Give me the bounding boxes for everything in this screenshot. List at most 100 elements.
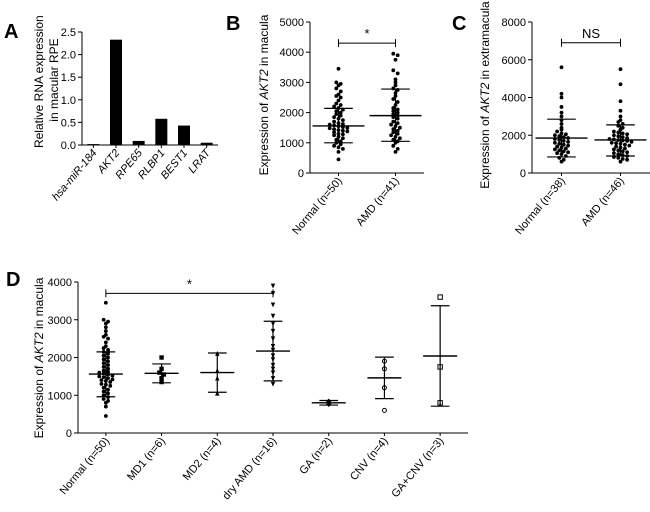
panel-c-point	[614, 144, 618, 149]
panel-c-point	[555, 129, 559, 134]
panel-a-ytick-label: 0.5	[61, 117, 76, 129]
panel-c-point	[559, 159, 564, 164]
panel-b-point	[341, 136, 345, 141]
panel-d-ylabel-gene: AKT2	[32, 332, 46, 363]
panel-c-point	[553, 133, 557, 138]
panel-d-ytick-label: 3000	[48, 315, 72, 327]
panel-c-point	[566, 139, 570, 144]
panel-c-point	[616, 130, 621, 135]
panel-d-ytick-label: 1000	[48, 390, 72, 402]
panel-b-point	[336, 83, 341, 88]
panel-c-xtick-label: AMD (n=46)	[579, 175, 627, 228]
panel-d-point	[101, 365, 106, 369]
panel-c-point	[557, 138, 562, 142]
panel-a-xtick-label: hsa-miR-184	[50, 147, 100, 203]
panel-b-point	[338, 95, 343, 100]
panel-d-point	[101, 385, 106, 390]
panel-d-point	[97, 374, 102, 379]
panel-c-ytick-label: 8000	[502, 17, 526, 29]
panel-b-point	[334, 109, 339, 113]
panel-b-point	[395, 110, 400, 115]
panel-d-point	[215, 390, 220, 396]
panel-b-point	[393, 83, 398, 88]
panel-b-point	[334, 94, 339, 98]
panel-c-point	[561, 149, 566, 154]
panel-c-ytick-label: 4000	[502, 93, 526, 105]
panel-c-point	[616, 134, 621, 139]
panel-c-point	[612, 129, 616, 134]
panel-c-point	[623, 146, 627, 151]
panel-c-point	[564, 146, 568, 151]
panel-c-point	[618, 99, 623, 104]
panel-b-point	[391, 86, 396, 91]
panel-d-point	[103, 300, 108, 305]
panel-d-point	[106, 359, 110, 364]
panel-c: C Expression of AKT2 in extramacula 0 200…	[452, 1, 650, 237]
panel-c-point	[616, 156, 621, 160]
panel-d-point	[106, 363, 110, 367]
panel-c-ylabel: Expression of AKT2 in extramacula	[478, 1, 492, 189]
panel-c-point	[625, 136, 629, 140]
panel-c-point	[564, 132, 568, 137]
panel-d-ylabel-post: in macula	[32, 277, 46, 332]
panel-b-point	[332, 115, 336, 120]
panel-d-point	[106, 348, 110, 352]
panel-b-point	[332, 133, 336, 138]
panel-c-point	[559, 95, 564, 100]
panel-b-point	[395, 146, 400, 151]
panel-d-point	[101, 317, 106, 322]
panel-d-point	[381, 407, 387, 413]
panel-b-sig-label: *	[364, 26, 369, 41]
panel-d-xtick-label: MD1 (n=6)	[125, 435, 168, 483]
panel-a-ytick-label: 1.0	[61, 95, 76, 107]
panel-b-ylabel-gene: AKT2	[257, 69, 271, 100]
panel-b-point	[391, 119, 396, 124]
panel-b-point	[334, 101, 339, 106]
panel-b-point	[395, 53, 400, 58]
panel-d-xtick-label: GA+CNV (n=3)	[389, 435, 446, 500]
panel-d-point	[101, 368, 106, 373]
panel-c-point	[559, 114, 564, 119]
panel-c-point	[566, 150, 570, 155]
panel-d-point	[159, 355, 164, 360]
panel-b-point	[334, 112, 339, 117]
panel-b-point	[332, 127, 336, 132]
panel-c-point	[625, 157, 629, 162]
panel-c-point	[618, 67, 623, 72]
panel-b-point	[332, 130, 336, 135]
panel-c-point	[566, 143, 570, 148]
panel-b-point	[334, 137, 339, 142]
panel-d-xtick-label: CNV (n=4)	[348, 435, 391, 483]
panel-a-bar	[132, 140, 145, 145]
panel-d: D Expression of AKT2 in macula 0 1000 2000…	[6, 269, 468, 502]
panel-d-point	[103, 414, 108, 418]
panel-a-bar	[155, 118, 168, 145]
panel-b: B Expression of AKT2 in macula 0 1000 2000…	[226, 13, 424, 237]
panel-b-point	[338, 110, 343, 115]
panel-d-point	[270, 381, 276, 387]
panel-b-point	[395, 71, 400, 76]
panel-b-ytick-label: 0	[298, 168, 304, 180]
panel-label-b: B	[226, 13, 240, 35]
panel-d-point	[103, 404, 108, 409]
panel-a-xtick-label: LRAT	[186, 146, 214, 176]
panel-b-point	[395, 128, 400, 133]
panel-b-ylabel-pre: Expression of	[257, 99, 271, 175]
panel-b-point	[341, 132, 345, 137]
panel-c-ylabel-post: in extramacula	[478, 1, 492, 83]
panel-b-point	[334, 86, 339, 91]
panel-c-ytick-label: 6000	[502, 55, 526, 67]
panel-d-ytick-label: 0	[66, 428, 72, 440]
panel-c-point	[620, 131, 625, 136]
panel-d-xtick-label: Normal (n=50)	[58, 435, 113, 497]
panel-c-xtick-label: Normal (n=38)	[513, 175, 568, 237]
panel-b-point	[336, 149, 341, 154]
panel-d-point	[106, 351, 110, 356]
panel-c-point	[557, 134, 562, 139]
panel-b-point	[398, 125, 402, 130]
panel-c-point	[612, 133, 616, 138]
panel-b-point	[336, 66, 341, 71]
panel-d-point	[103, 400, 108, 405]
panel-d-point	[108, 380, 113, 384]
panel-b-point	[393, 57, 398, 62]
